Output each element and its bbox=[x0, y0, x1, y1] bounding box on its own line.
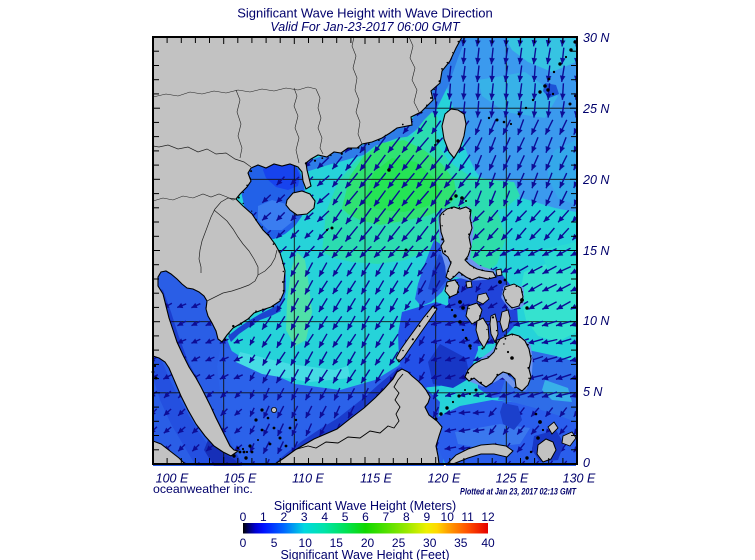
svg-text:40: 40 bbox=[481, 536, 495, 550]
svg-text:5: 5 bbox=[342, 510, 349, 524]
svg-text:8: 8 bbox=[403, 510, 410, 524]
svg-text:20 N: 20 N bbox=[582, 173, 610, 187]
svg-text:120 E: 120 E bbox=[428, 472, 461, 486]
svg-text:1: 1 bbox=[260, 510, 267, 524]
svg-text:20: 20 bbox=[361, 536, 375, 550]
svg-text:30 N: 30 N bbox=[583, 31, 610, 45]
svg-text:oceanweather inc.: oceanweather inc. bbox=[153, 482, 253, 496]
svg-text:11: 11 bbox=[461, 510, 474, 524]
svg-text:Significant Wave Height with W: Significant Wave Height with Wave Direct… bbox=[237, 6, 493, 21]
svg-text:130 E: 130 E bbox=[563, 472, 596, 486]
svg-text:105 E: 105 E bbox=[224, 472, 257, 486]
svg-text:15 N: 15 N bbox=[583, 244, 610, 258]
svg-text:7: 7 bbox=[383, 510, 390, 524]
svg-text:15: 15 bbox=[330, 536, 344, 550]
svg-text:125 E: 125 E bbox=[496, 472, 529, 486]
svg-text:25 N: 25 N bbox=[582, 102, 610, 116]
svg-text:10 N: 10 N bbox=[583, 314, 610, 328]
svg-text:100 E: 100 E bbox=[156, 472, 189, 486]
svg-text:30: 30 bbox=[423, 536, 437, 550]
svg-text:0: 0 bbox=[240, 536, 247, 550]
svg-text:Significant Wave Height (Feet): Significant Wave Height (Feet) bbox=[280, 548, 449, 560]
svg-text:10: 10 bbox=[299, 536, 313, 550]
svg-text:5: 5 bbox=[271, 536, 278, 550]
svg-text:110 E: 110 E bbox=[292, 472, 324, 486]
svg-text:5 N: 5 N bbox=[583, 385, 603, 399]
svg-text:Significant Wave Height (Meter: Significant Wave Height (Meters) bbox=[274, 499, 456, 513]
svg-text:35: 35 bbox=[454, 536, 468, 550]
svg-text:4: 4 bbox=[321, 510, 328, 524]
svg-text:Valid For Jan-23-2017 06:00 GM: Valid For Jan-23-2017 06:00 GMT bbox=[270, 20, 461, 34]
svg-text:115 E: 115 E bbox=[360, 472, 392, 486]
svg-text:25: 25 bbox=[392, 536, 406, 550]
svg-text:0: 0 bbox=[583, 456, 590, 470]
svg-text:0: 0 bbox=[240, 510, 247, 524]
svg-text:2: 2 bbox=[280, 510, 287, 524]
svg-text:6: 6 bbox=[362, 510, 369, 524]
svg-text:3: 3 bbox=[301, 510, 308, 524]
svg-text:Plotted at Jan 23, 2017 02:13: Plotted at Jan 23, 2017 02:13 GMT bbox=[460, 487, 577, 497]
svg-text:10: 10 bbox=[441, 510, 455, 524]
svg-text:12: 12 bbox=[481, 510, 495, 524]
svg-text:9: 9 bbox=[423, 510, 430, 524]
